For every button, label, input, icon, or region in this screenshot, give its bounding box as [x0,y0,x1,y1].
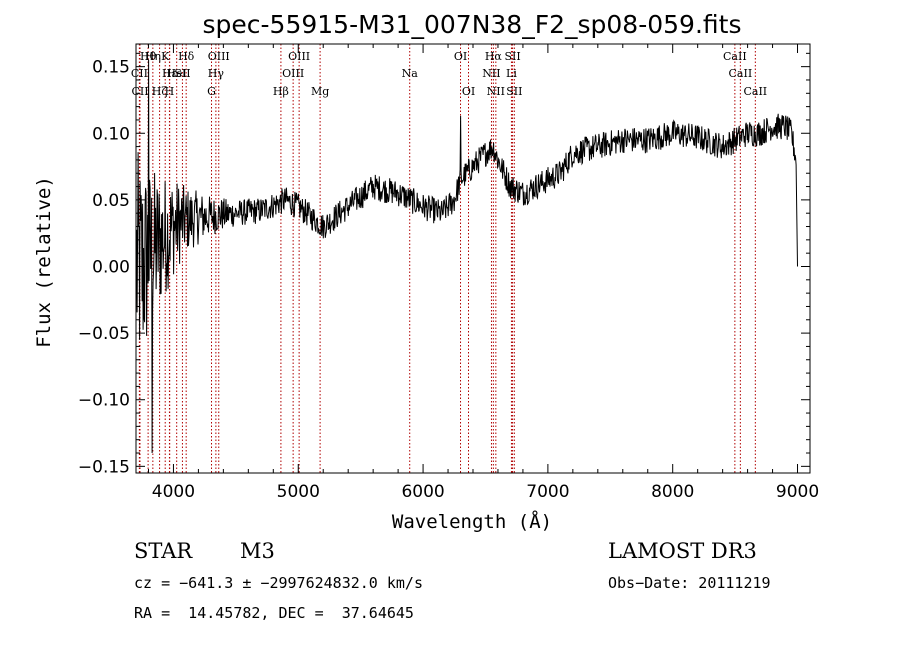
y-tick-label: 0.05 [92,191,130,211]
spectral-line-label: Hθ [140,50,157,63]
chart-title: spec-55915-M31_007N38_F2_sp08-059.fits [203,10,742,39]
survey-name: LAMOST DR3 [608,539,757,563]
spectral-line-label: Hα [485,50,503,63]
x-axis: 4000 5000 6000 7000 8000 9000 [147,44,819,502]
spectrum-series [136,59,798,454]
spectral-line-label: CaII [723,50,747,63]
spectrum-line [136,59,798,454]
spectral-line-label: OI [454,50,467,63]
spectral-line-label: OIII [282,67,304,80]
spectral-line-label: Na [402,67,419,80]
spectral-line-label: NII [482,67,500,80]
spectral-line-label: Hγ [208,67,225,80]
spectral-line-label: CII [131,85,148,98]
spectral-line-label: CaII [729,67,753,80]
spectral-line-label: CaII [743,85,767,98]
spectral-line-label: CII [131,67,148,80]
y-axis: −0.15 −0.10 −0.05 0.00 0.05 0.10 0.15 [78,52,810,477]
spectral-line-label: Hδ [178,50,195,63]
y-tick-label: −0.10 [78,391,130,411]
spectral-line-label: OIII [288,50,310,63]
y-axis-label: Flux (relative) [33,176,55,348]
x-tick-label: 6000 [401,482,444,502]
spectral-line-label: Hζ [152,85,168,98]
y-tick-label: −0.05 [78,324,130,344]
y-tick-label: 0.10 [92,124,130,144]
spectral-line-label: H [165,85,175,98]
plot-frame [135,43,811,474]
y-tick-label: 0.15 [92,58,130,78]
spectral-line-label: Hβ [273,85,289,98]
x-tick-label: 5000 [277,482,320,502]
spectral-line-label: Hη [145,50,161,63]
spectral-line-label: K [161,50,170,63]
coordinates: RA = 14.45782, DEC = 37.64645 [134,604,414,622]
x-tick-label: 8000 [651,482,694,502]
observation-date: Obs−Date: 20111219 [608,574,771,592]
object-subclass: M3 [240,539,275,563]
spectral-line-label: NII [487,85,505,98]
spectral-lines [138,44,756,473]
y-tick-label: 0.00 [92,257,130,277]
x-axis-label: Wavelength (Å) [392,510,552,533]
spectral-line-label: Hε [162,67,178,80]
spectral-line-label: SII [506,85,522,98]
spectral-line-label: HeI [166,67,186,80]
spectral-line-label: SII [174,67,190,80]
spectral-line-label: G [207,85,216,98]
redshift-velocity: cz = −641.3 ± −2997624832.0 km/s [134,574,423,592]
spectral-line-label: SII [504,50,520,63]
spectral-line-label: Mg [311,85,329,98]
spectral-line-label: Li [506,67,517,80]
object-class: STAR [134,539,193,563]
spectral-line-label: OI [462,85,475,98]
x-tick-label: 7000 [526,482,569,502]
y-tick-label: −0.15 [78,457,130,477]
x-tick-label: 4000 [152,482,195,502]
spectral-line-label: OIII [208,50,230,63]
x-tick-label: 9000 [776,482,819,502]
